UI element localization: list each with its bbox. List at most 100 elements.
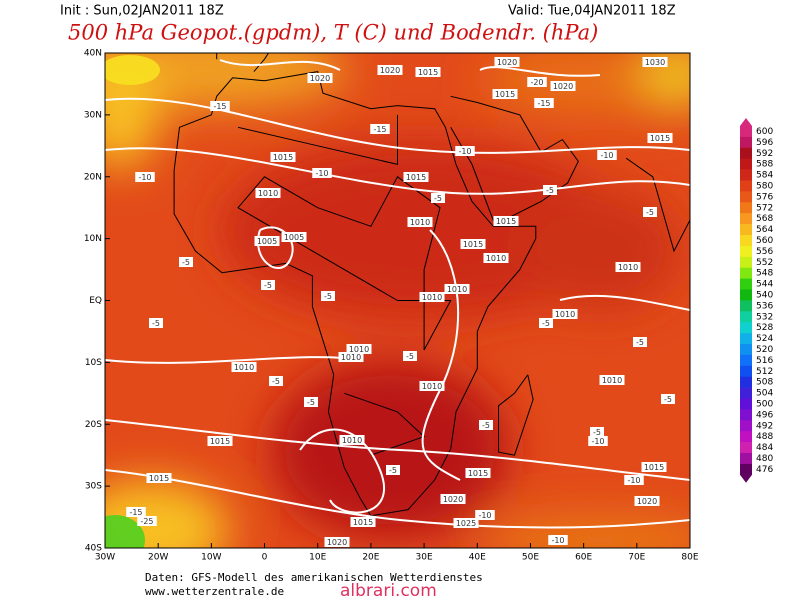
contour-label-box (126, 507, 146, 517)
colorbar-label: 572 (756, 203, 773, 213)
isobar (479, 66, 601, 77)
contour-label-box (527, 77, 547, 87)
contour-label: -10 (591, 437, 604, 446)
contour-label: 1030 (645, 58, 665, 67)
contour-label: 1010 (618, 263, 638, 272)
contour-label: 1005 (284, 233, 304, 242)
colorbar-label: 564 (756, 225, 773, 235)
colorbar-swatch (740, 224, 752, 236)
contour-label-box (304, 397, 318, 407)
contour-label: 1020 (380, 66, 400, 75)
contour-label-box (415, 67, 441, 77)
contour-label-box (543, 185, 557, 195)
colorbar-swatch (740, 235, 752, 247)
lon-label: 10W (201, 553, 221, 563)
colorbar-label: 540 (756, 290, 773, 300)
contour-label: 1010 (602, 376, 622, 385)
contour-label-box (377, 65, 403, 75)
contour-label: 1025 (456, 519, 476, 528)
lon-label: 30E (416, 553, 433, 563)
contour-label-box (643, 207, 657, 217)
contour-label-box (231, 362, 257, 372)
colorbar-swatch (740, 289, 752, 301)
contour-label: -5 (389, 466, 397, 475)
lat-label: EQ (89, 296, 102, 306)
contour-label-box (475, 510, 495, 520)
contour-label-box (149, 318, 163, 328)
colorbar-swatch (740, 256, 752, 268)
colorbar-label: 552 (756, 258, 773, 268)
contour-label-box (135, 172, 155, 182)
contour-label: -15 (213, 102, 226, 111)
contour-label-box (642, 57, 668, 67)
colorbar-swatch (740, 463, 752, 476)
colorbar-label: 492 (756, 421, 773, 431)
contour-label-box (552, 309, 578, 319)
contour-label-box (494, 57, 520, 67)
contour-label: 1020 (637, 497, 657, 506)
contour-label: -5 (546, 186, 554, 195)
contour-label: -15 (537, 99, 550, 108)
colorbar-swatch (740, 453, 752, 465)
colorbar-label: 512 (756, 367, 773, 377)
map-field: 1020 1020 1015 1020 1030 1015 1010 1015 1010 1005… (105, 53, 690, 548)
colorbar-label: 508 (756, 378, 773, 388)
contour-label: -10 (315, 169, 328, 178)
lat-label: 40N (84, 49, 102, 59)
colorbar-swatch (740, 136, 752, 149)
contour-label: 1020 (443, 495, 463, 504)
coastline (450, 95, 579, 221)
contour-label: 1020 (327, 538, 347, 547)
contour-label: 1010 (410, 218, 430, 227)
contour-label-box (460, 239, 486, 249)
contour-label: 1010 (341, 353, 361, 362)
contour-label: -5 (542, 319, 550, 328)
contour-label: 1020 (553, 82, 573, 91)
contour-label-box (479, 420, 493, 430)
contour-label-box (307, 73, 333, 83)
contour-label: 1015 (149, 474, 169, 483)
colorbar-label: 504 (756, 389, 773, 399)
lat-label: 40S (85, 544, 102, 554)
contour-label: 1010 (342, 436, 362, 445)
map-title: 500 hPa Geopot.(gpdm), T (C) und Bodendr… (68, 21, 598, 45)
colorbar-swatch (740, 322, 752, 334)
contour-label: -5 (406, 352, 414, 361)
contour-label-box (483, 253, 509, 263)
lon-label: 30W (95, 553, 115, 563)
contour-label-box (419, 292, 445, 302)
contour-label: 1015 (210, 437, 230, 446)
contour-label: 1015 (495, 90, 515, 99)
contour-label: -20 (530, 78, 543, 87)
isobar (299, 428, 385, 514)
colorbar-label: 560 (756, 236, 773, 246)
colorbar-swatch (740, 354, 752, 367)
contour-label-box (339, 435, 365, 445)
colorbar-label: 480 (756, 454, 773, 464)
lon-label: 20W (148, 553, 168, 563)
coastline (344, 392, 426, 456)
contour-label: 1010 (422, 382, 442, 391)
contour-label: -15 (373, 125, 386, 134)
colorbar-label: 536 (756, 301, 773, 311)
data-source: Daten: GFS-Modell des amerikanischen Wet… (145, 571, 483, 584)
contour-label: -10 (458, 147, 471, 156)
contour-label: -5 (482, 421, 490, 430)
contour-label-box (647, 133, 673, 143)
colorbar-label: 592 (756, 149, 773, 159)
colorbar-swatch (740, 387, 752, 399)
contour-label: -15 (129, 508, 142, 517)
colorbar-swatch (740, 191, 752, 203)
contour-label-box (599, 375, 625, 385)
contour-label-box (146, 473, 172, 483)
contour-label: 1020 (310, 74, 330, 83)
contour-label: -5 (152, 319, 160, 328)
colorbar-swatch (740, 431, 752, 443)
colorbar-label: 520 (756, 345, 773, 355)
coastline (253, 53, 270, 72)
colorbar-label: 484 (756, 443, 773, 453)
contour-label: 1015 (406, 173, 426, 182)
contour-label: 1005 (257, 237, 277, 246)
contour-label: 1010 (555, 310, 575, 319)
valid-time: Valid: Tue,04JAN2011 18Z (508, 4, 676, 19)
